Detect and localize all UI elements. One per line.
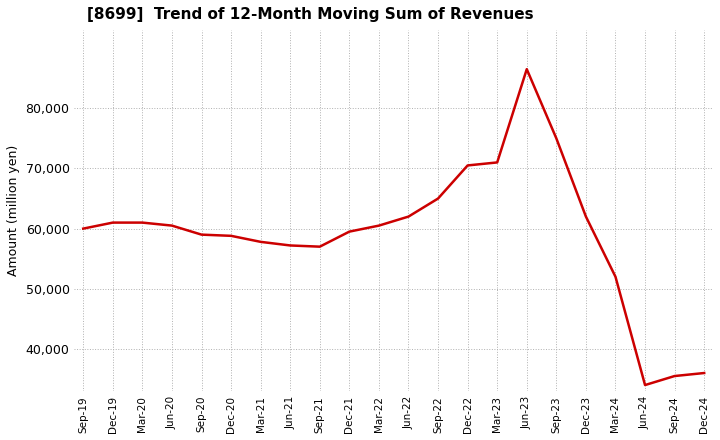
- Y-axis label: Amount (million yen): Amount (million yen): [7, 145, 20, 276]
- Text: [8699]  Trend of 12-Month Moving Sum of Revenues: [8699] Trend of 12-Month Moving Sum of R…: [87, 7, 534, 22]
